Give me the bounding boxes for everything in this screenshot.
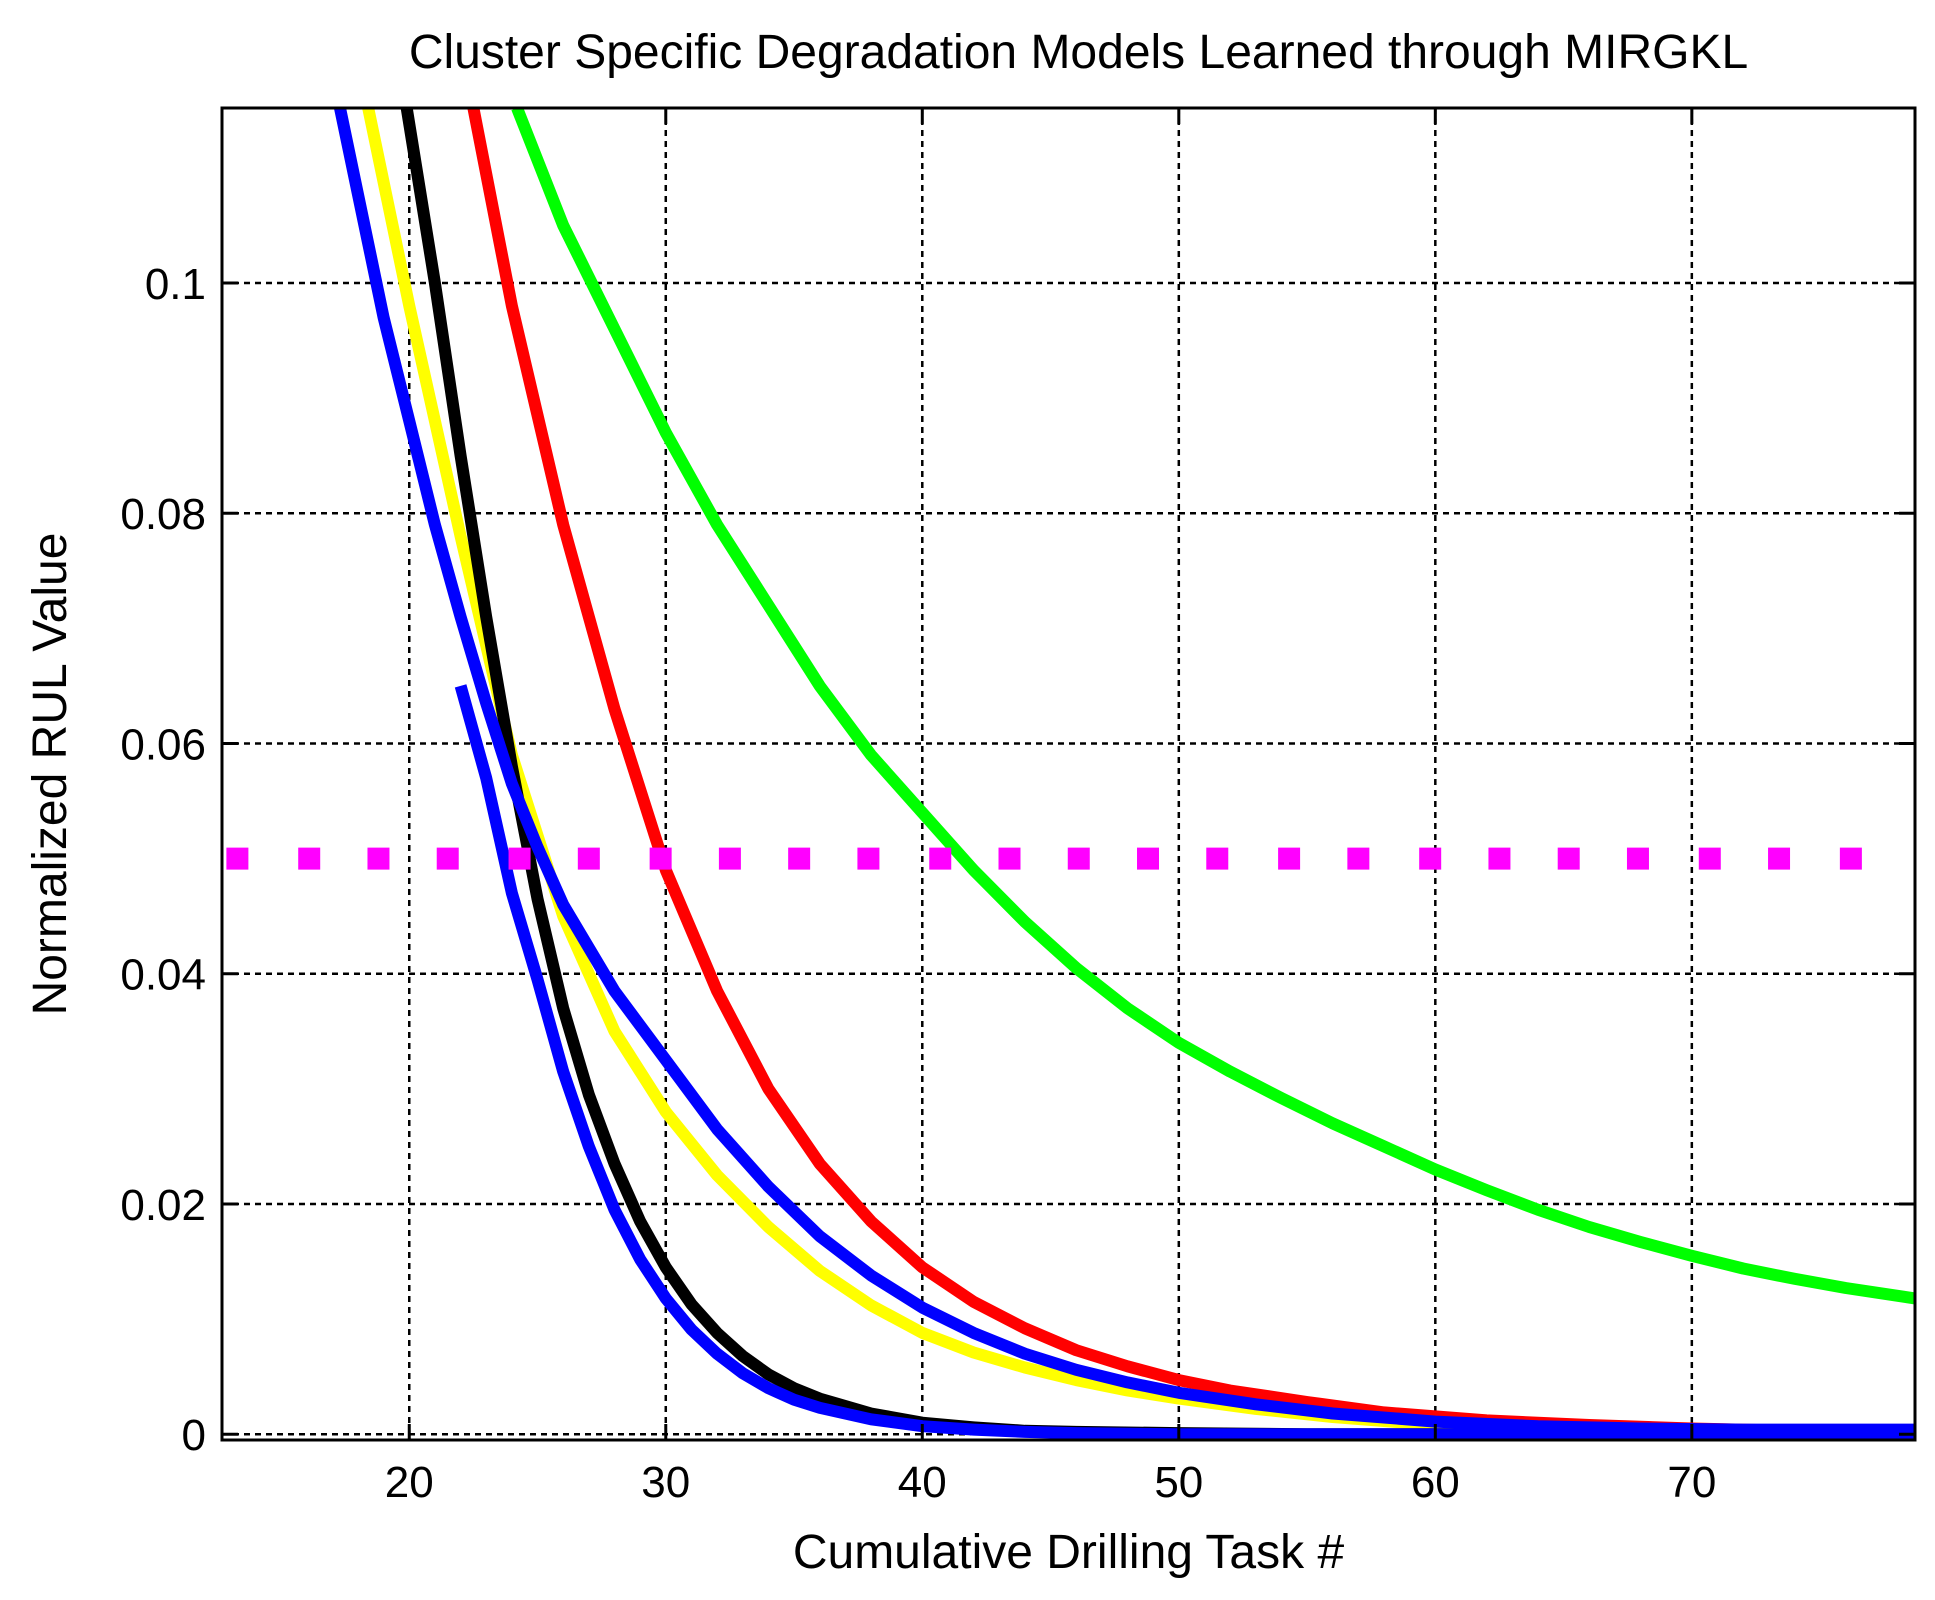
threshold-marker: [857, 847, 880, 870]
y-tick-label: 0.04: [120, 951, 206, 1000]
series-line-green: [511, 108, 1915, 1305]
x-tick-label: 20: [385, 1458, 434, 1507]
x-tick-label: 70: [1667, 1458, 1716, 1507]
threshold-marker: [929, 847, 952, 870]
threshold-marker: [1278, 847, 1301, 870]
threshold-marker: [436, 847, 459, 870]
plot-frame: [220, 106, 1917, 1442]
threshold-marker: [1347, 847, 1370, 870]
threshold-marker: [788, 847, 811, 870]
x-tick-label: 60: [1411, 1458, 1460, 1507]
threshold-marker: [298, 847, 321, 870]
threshold-marker: [1067, 847, 1090, 870]
threshold-marker: [367, 847, 390, 870]
threshold-marker: [1206, 847, 1229, 870]
series-line-blue: [334, 108, 1915, 1436]
x-tick-label: 50: [1154, 1458, 1203, 1507]
threshold-marker: [577, 847, 600, 870]
threshold-marker: [1839, 847, 1862, 870]
threshold-marker: [226, 847, 249, 870]
threshold-marker: [1768, 847, 1791, 870]
series-line-red: [467, 108, 1915, 1438]
grid-lines: [222, 108, 1915, 1440]
threshold-marker: [1137, 847, 1160, 870]
threshold-marker: [508, 847, 531, 870]
series-line-blue-steep: [454, 684, 1915, 1440]
threshold-marker: [1419, 847, 1442, 870]
threshold-marker: [1626, 847, 1649, 870]
x-axis-label: Cumulative Drilling Task #: [793, 1526, 1345, 1579]
threshold-marker: [649, 847, 672, 870]
x-tick-label: 40: [898, 1458, 947, 1507]
y-tick-label: 0: [182, 1411, 206, 1460]
y-tick-label: 0.08: [120, 490, 206, 539]
threshold-marker: [718, 847, 741, 870]
y-axis-label: Normalized RUL Value: [24, 533, 77, 1016]
data-series: [334, 108, 1915, 1440]
axis-ticks: 20 30 40 50 60 70 0 0.02 0.04 0.06 0.08 0.1: [120, 108, 1915, 1507]
threshold-marker: [998, 847, 1021, 870]
threshold-marker: [1557, 847, 1580, 870]
y-tick-label: 0.06: [120, 720, 206, 769]
y-tick-label: 0.02: [120, 1181, 206, 1230]
threshold-marker: [1488, 847, 1511, 870]
y-tick-label: 0.1: [145, 260, 206, 309]
x-tick-label: 30: [641, 1458, 690, 1507]
chart-title: Cluster Specific Degradation Models Lear…: [409, 26, 1748, 79]
threshold-marker: [1698, 847, 1721, 870]
threshold-markers: [226, 847, 1862, 870]
